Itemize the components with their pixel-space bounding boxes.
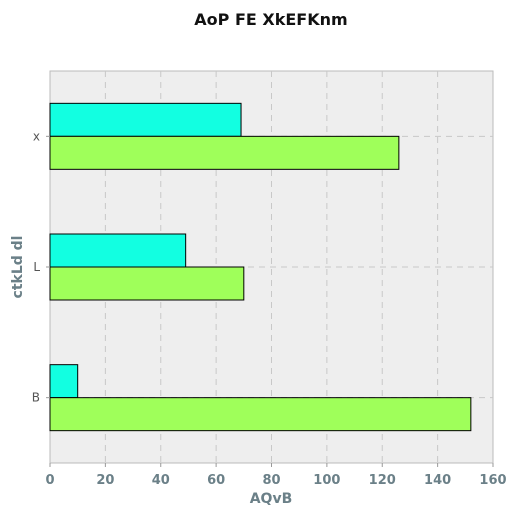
y-tick-label: x	[33, 129, 40, 143]
bar-series-1-L	[49, 233, 187, 268]
y-tick-label: B	[32, 391, 40, 405]
x-tick-label: 20	[96, 473, 114, 488]
x-tick-labels: 0 20 40 60 80 100 120 140 160	[45, 463, 507, 488]
chart-title: AoP FE XkEFKnm	[194, 10, 347, 29]
bar-series-2-x	[49, 135, 400, 170]
y-axis-label: ctkLd dl	[10, 236, 26, 299]
y-tick-labels: x L B	[32, 129, 50, 405]
x-tick-label: 0	[45, 473, 54, 488]
bar-series-2-L	[49, 266, 245, 301]
bar-series-2-B	[49, 397, 472, 432]
x-tick-label: 120	[369, 473, 396, 488]
x-axis-label: AQvB	[250, 491, 293, 507]
bar-series-1-x	[49, 102, 242, 137]
bars	[49, 102, 472, 432]
x-tick-label: 100	[313, 473, 340, 488]
x-tick-label: 60	[207, 473, 225, 488]
y-tick-label: L	[33, 260, 40, 274]
x-tick-label: 80	[262, 473, 280, 488]
bar-series-1-B	[49, 364, 79, 399]
x-tick-label: 160	[479, 473, 506, 488]
x-tick-label: 40	[152, 473, 170, 488]
x-tick-label: 140	[424, 473, 451, 488]
